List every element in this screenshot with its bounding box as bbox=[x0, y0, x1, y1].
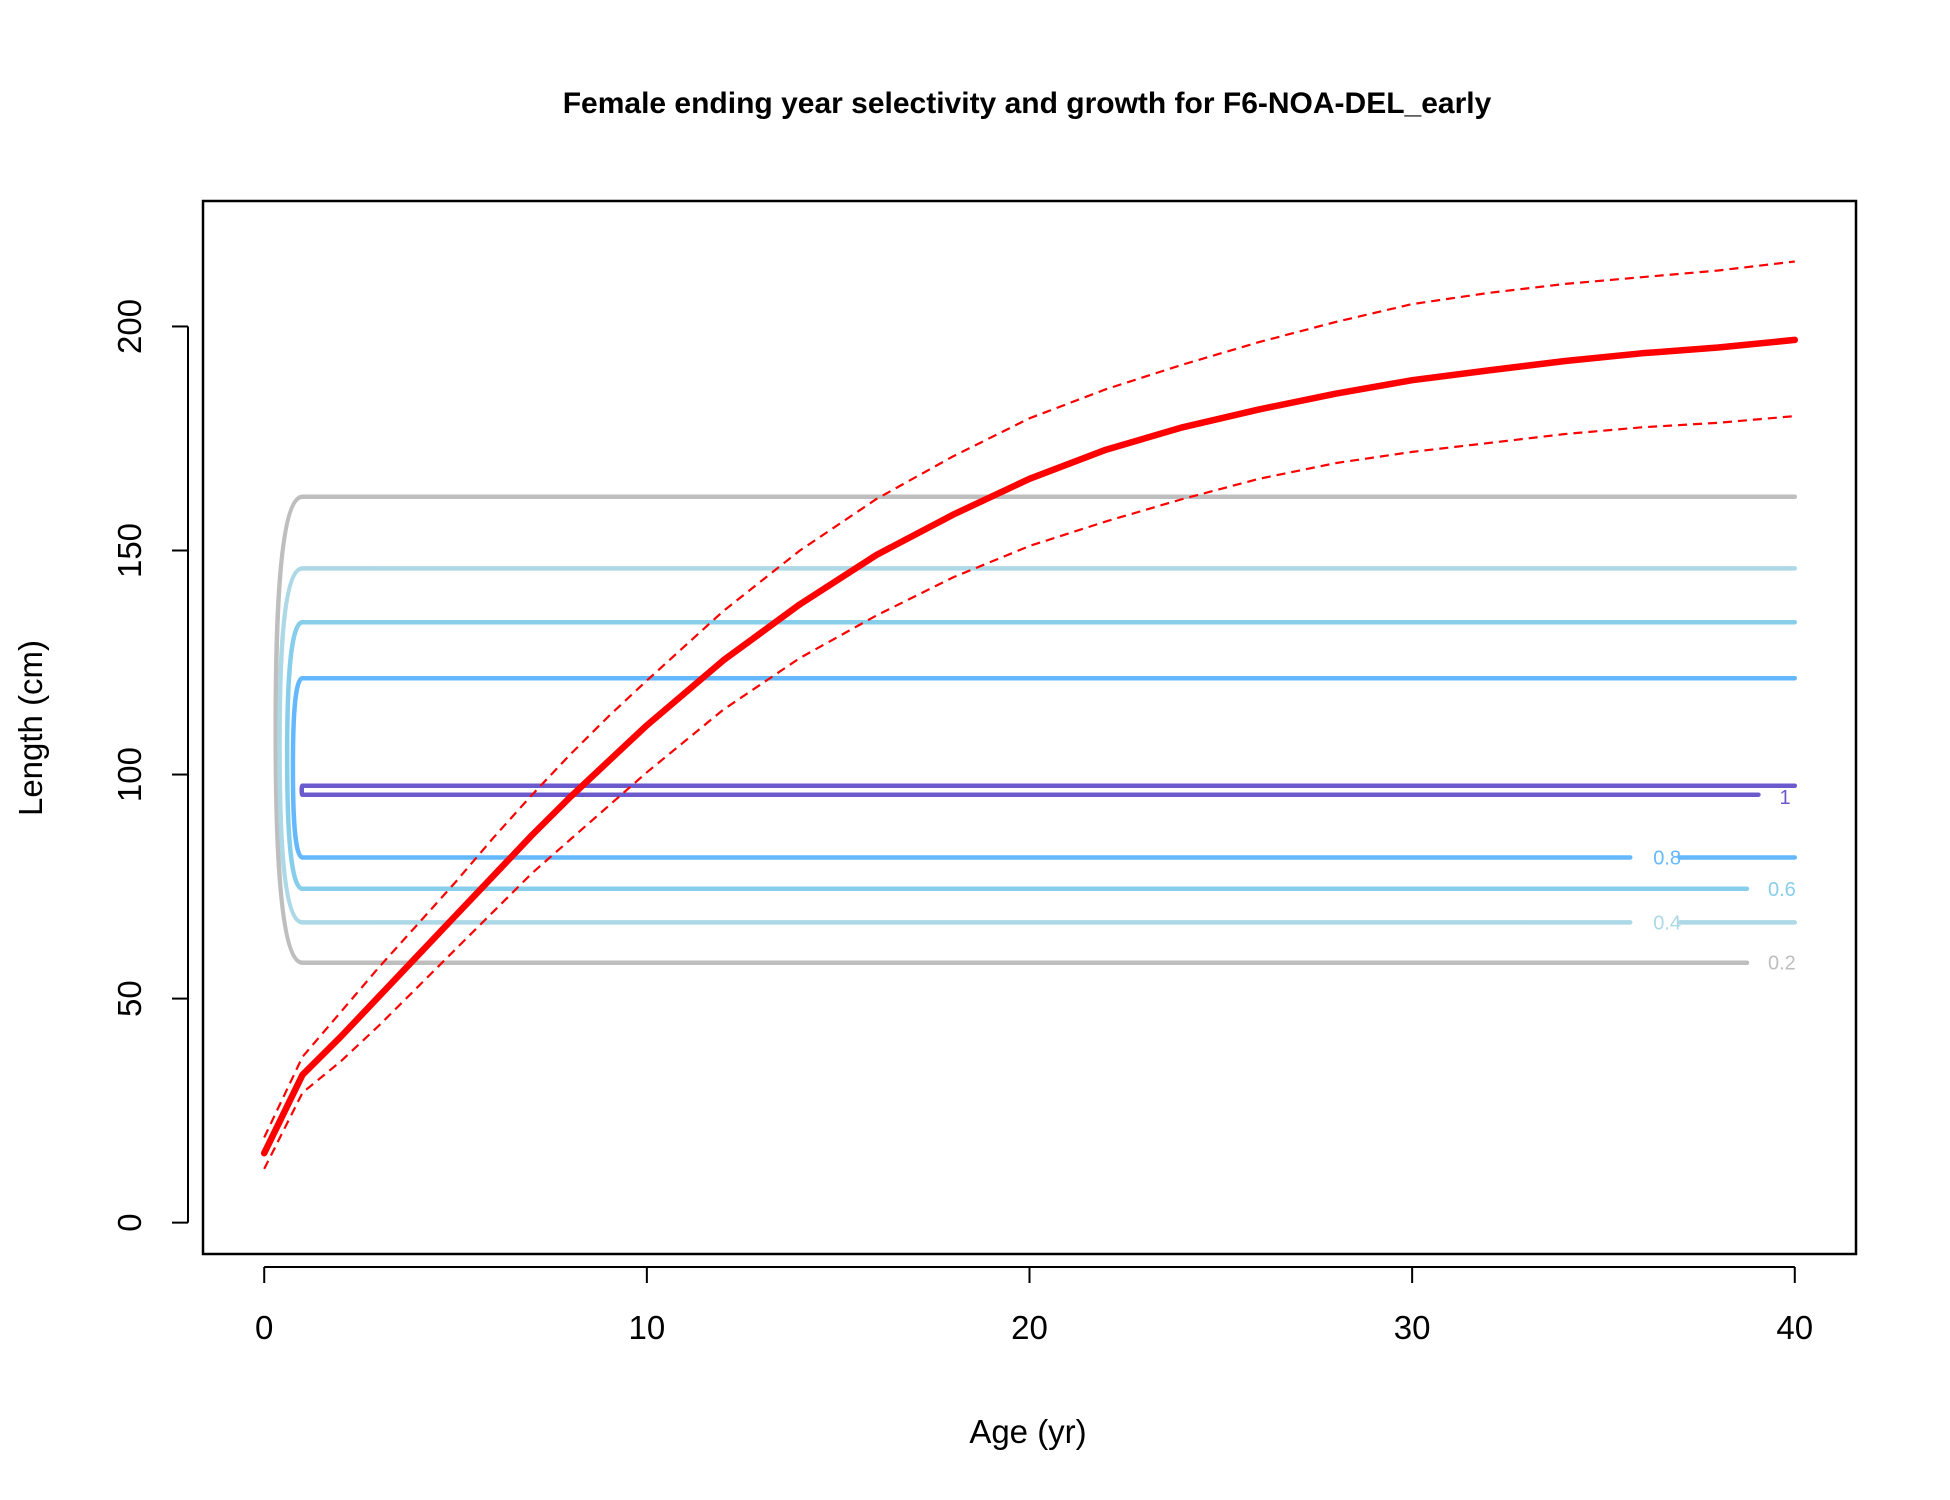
selectivity-contour-0-2: 0.2 bbox=[273, 494, 1798, 975]
contour-label: 0.4 bbox=[1653, 912, 1681, 934]
x-tick-label: 40 bbox=[1776, 1309, 1813, 1346]
contour-cap bbox=[284, 619, 304, 892]
y-tick-label: 50 bbox=[111, 980, 148, 1017]
x-axis: 0 10 20 30 40 bbox=[255, 1266, 1813, 1346]
contour-label: 1 bbox=[1779, 787, 1790, 809]
y-tick-label: 0 bbox=[111, 1213, 148, 1231]
x-tick-label: 30 bbox=[1394, 1309, 1431, 1346]
contour-label: 0.2 bbox=[1768, 953, 1796, 975]
x-axis-title: Age (yr) bbox=[969, 1413, 1086, 1450]
contour-label: 0.6 bbox=[1768, 879, 1796, 901]
contour-label: 0.8 bbox=[1653, 847, 1681, 869]
selectivity-contour-0-8: 0.8 bbox=[290, 675, 1798, 869]
x-tick-label: 0 bbox=[255, 1309, 273, 1346]
plot-area: 0.2 0.4 0.6 0.8 1 bbox=[260, 260, 1799, 1170]
growth-upper-ci-line bbox=[263, 260, 1795, 1138]
selectivity-contour-1: 1 bbox=[299, 783, 1798, 809]
x-tick-label: 20 bbox=[1011, 1309, 1048, 1346]
x-tick-label: 10 bbox=[629, 1309, 666, 1346]
chart-title: Female ending year selectivity and growt… bbox=[563, 87, 1492, 120]
plot-frame bbox=[201, 199, 1858, 1256]
y-tick-label: 100 bbox=[111, 747, 148, 802]
growth-mean-line bbox=[260, 336, 1799, 1157]
selectivity-contour-0-4: 0.4 bbox=[277, 566, 1798, 934]
growth-lower-ci-line bbox=[263, 415, 1795, 1170]
contour-cap bbox=[290, 675, 304, 860]
contour-cap bbox=[273, 494, 304, 965]
y-tick-label: 200 bbox=[111, 299, 148, 354]
y-axis: 0 50 100 150 200 bbox=[111, 299, 189, 1232]
y-tick-label: 150 bbox=[111, 523, 148, 578]
selectivity-contour-0-6: 0.6 bbox=[284, 619, 1798, 901]
contour-cap bbox=[277, 566, 304, 925]
y-axis-title: Length (cm) bbox=[12, 640, 49, 816]
